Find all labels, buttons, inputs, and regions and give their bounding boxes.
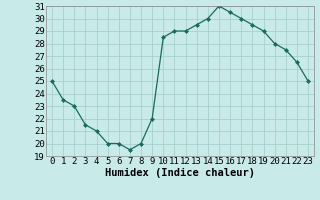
X-axis label: Humidex (Indice chaleur): Humidex (Indice chaleur): [105, 168, 255, 178]
